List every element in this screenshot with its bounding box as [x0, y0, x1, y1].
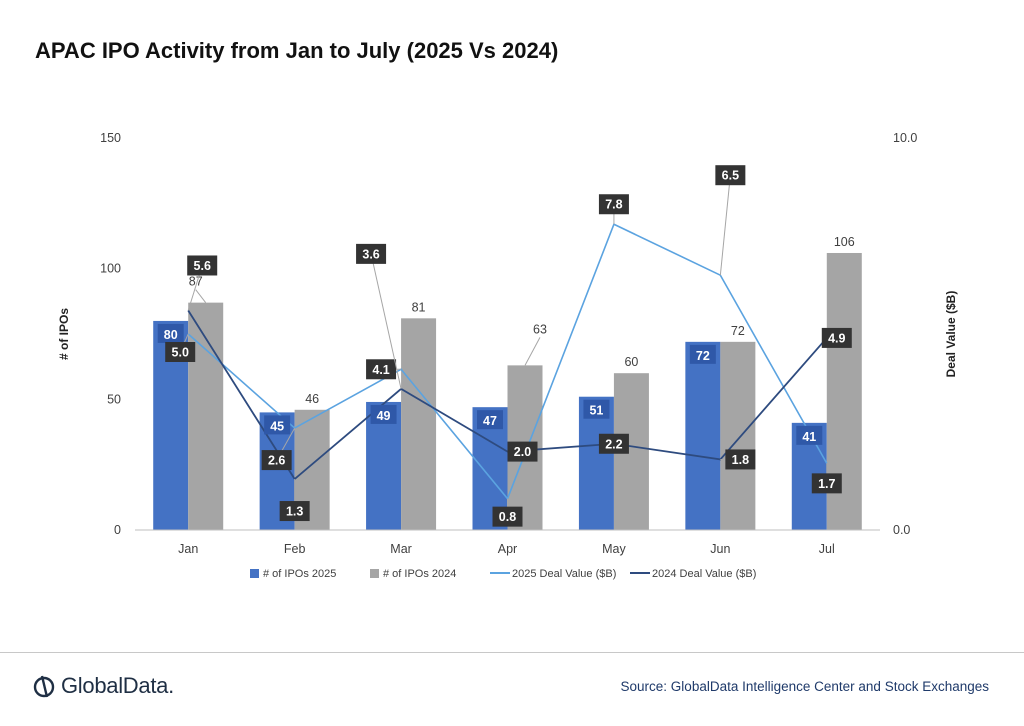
- source-note: Source: GlobalData Intelligence Center a…: [620, 679, 989, 694]
- globaldata-logo-icon: [33, 675, 55, 698]
- bar-2024-label-leader: [195, 289, 207, 303]
- line-2024-value-label-box: [507, 441, 538, 462]
- x-tick-label: May: [602, 542, 626, 556]
- line-2024-value-label: 5.6: [194, 259, 211, 273]
- line-2024-value-label: 2.0: [514, 445, 531, 459]
- line-2025-value-label: 7.8: [605, 198, 622, 212]
- x-tick-label: Jan: [178, 542, 198, 556]
- y-tick-label: 150: [100, 131, 121, 145]
- line-2025-value-label: 2.6: [268, 454, 285, 468]
- bar-2024-label: 46: [305, 392, 319, 406]
- line-2025-value-label-box: [492, 506, 523, 527]
- bar-2025-label: 45: [270, 419, 284, 433]
- line-2024-value-label-leader: [370, 253, 402, 389]
- x-tick-label: Feb: [284, 542, 306, 556]
- bar-2025: [685, 341, 721, 530]
- line-2025-value-label-box: [261, 450, 292, 471]
- bar-2025-label-box: [796, 425, 823, 445]
- y2-axis-title: Deal Value ($B): [944, 291, 958, 378]
- bar-2024-label: 81: [412, 300, 426, 314]
- footer-divider: [0, 652, 1024, 653]
- y-axis-title: # of IPOs: [57, 308, 71, 360]
- chart: 0 50 100 150 0.0 10.0 # of IPOs Deal Value ($B)…: [57, 131, 958, 580]
- line-2025-value-label-box: [715, 165, 746, 186]
- x-tick-label: Jul: [819, 542, 835, 556]
- line-2025-value-label-box: [165, 342, 196, 362]
- bar-2025-label-box: [370, 404, 397, 424]
- legend-label: 2025 Deal Value ($B): [512, 568, 616, 580]
- line-2025-value-label-box: [811, 473, 842, 494]
- bar-2025-label: 80: [164, 328, 178, 342]
- bar-2024: [401, 318, 437, 530]
- bar-2025-label: 51: [589, 404, 603, 418]
- bar-2025-label: 72: [696, 349, 710, 363]
- bar-2025-label: 47: [483, 414, 497, 428]
- x-tick-label: Apr: [498, 542, 517, 556]
- line-2024-value-label: 4.9: [828, 331, 845, 345]
- line-2025-value-label: 4.1: [372, 363, 389, 377]
- line-2025-value-label-box: [366, 359, 397, 380]
- bar-2024-label: 72: [731, 324, 745, 338]
- bar-2025: [578, 396, 614, 530]
- line-2025-value-label: 6.5: [722, 169, 739, 183]
- legend-swatch: [250, 569, 259, 578]
- line-2024-value-label-box: [598, 433, 629, 454]
- line-2025-value-label: 5.0: [172, 346, 189, 360]
- line-2024-value-label-box: [821, 327, 852, 348]
- bar-2024: [720, 341, 756, 530]
- line-2025-value-label: 1.7: [818, 477, 835, 491]
- brand-name: GlobalData.: [61, 673, 174, 698]
- legend-label: # of IPOs 2025: [263, 568, 336, 580]
- bar-2024-label: 60: [624, 355, 638, 369]
- line-2024-value-label: 1.3: [286, 505, 303, 519]
- bar-2024-label-leader: [524, 337, 541, 366]
- chart-title: APAC IPO Activity from Jan to July (2025…: [35, 38, 559, 63]
- line-2024-value-label: 1.8: [732, 453, 749, 467]
- line-2024-value-label-box: [356, 243, 387, 264]
- bar-2024: [188, 302, 224, 530]
- y-tick-label: 100: [100, 262, 121, 276]
- line-2025-value-label-leader: [719, 175, 731, 276]
- line-2024-value-label: 2.2: [605, 437, 622, 451]
- legend-label: 2024 Deal Value ($B): [652, 568, 756, 580]
- bar-2025-label-box: [689, 344, 716, 364]
- bar-2025-label: 49: [377, 409, 391, 423]
- bar-2024-label: 63: [533, 322, 547, 336]
- line-2024-value-label-box: [187, 255, 218, 276]
- y-tick-label: 0: [114, 523, 121, 537]
- bar-2025-label-box: [157, 323, 184, 343]
- line-2024-value-label-box: [725, 449, 756, 470]
- bar-2025-label-box: [477, 410, 503, 430]
- globaldata-logo: GlobalData.: [33, 673, 174, 699]
- legend-swatch: [370, 569, 379, 578]
- line-2025-value-label: 0.8: [499, 510, 516, 524]
- bar-2025-label-box: [583, 399, 610, 419]
- y2-tick-label: 0.0: [893, 523, 910, 537]
- line-2025-value-label-box: [598, 194, 629, 215]
- bar-2025-label: 41: [802, 430, 816, 444]
- bar-2025-label-box: [264, 415, 291, 435]
- bar-2024-label: 106: [834, 235, 855, 249]
- line-2024-value-label-box: [279, 501, 310, 522]
- line-2024-value-label: 3.6: [362, 247, 379, 261]
- bar-2024-label: 87: [189, 275, 203, 289]
- x-tick-label: Mar: [390, 542, 412, 556]
- x-tick-label: Jun: [710, 542, 730, 556]
- legend-label: # of IPOs 2024: [383, 568, 456, 580]
- y-tick-label: 50: [107, 392, 121, 406]
- y2-tick-label: 10.0: [893, 131, 917, 145]
